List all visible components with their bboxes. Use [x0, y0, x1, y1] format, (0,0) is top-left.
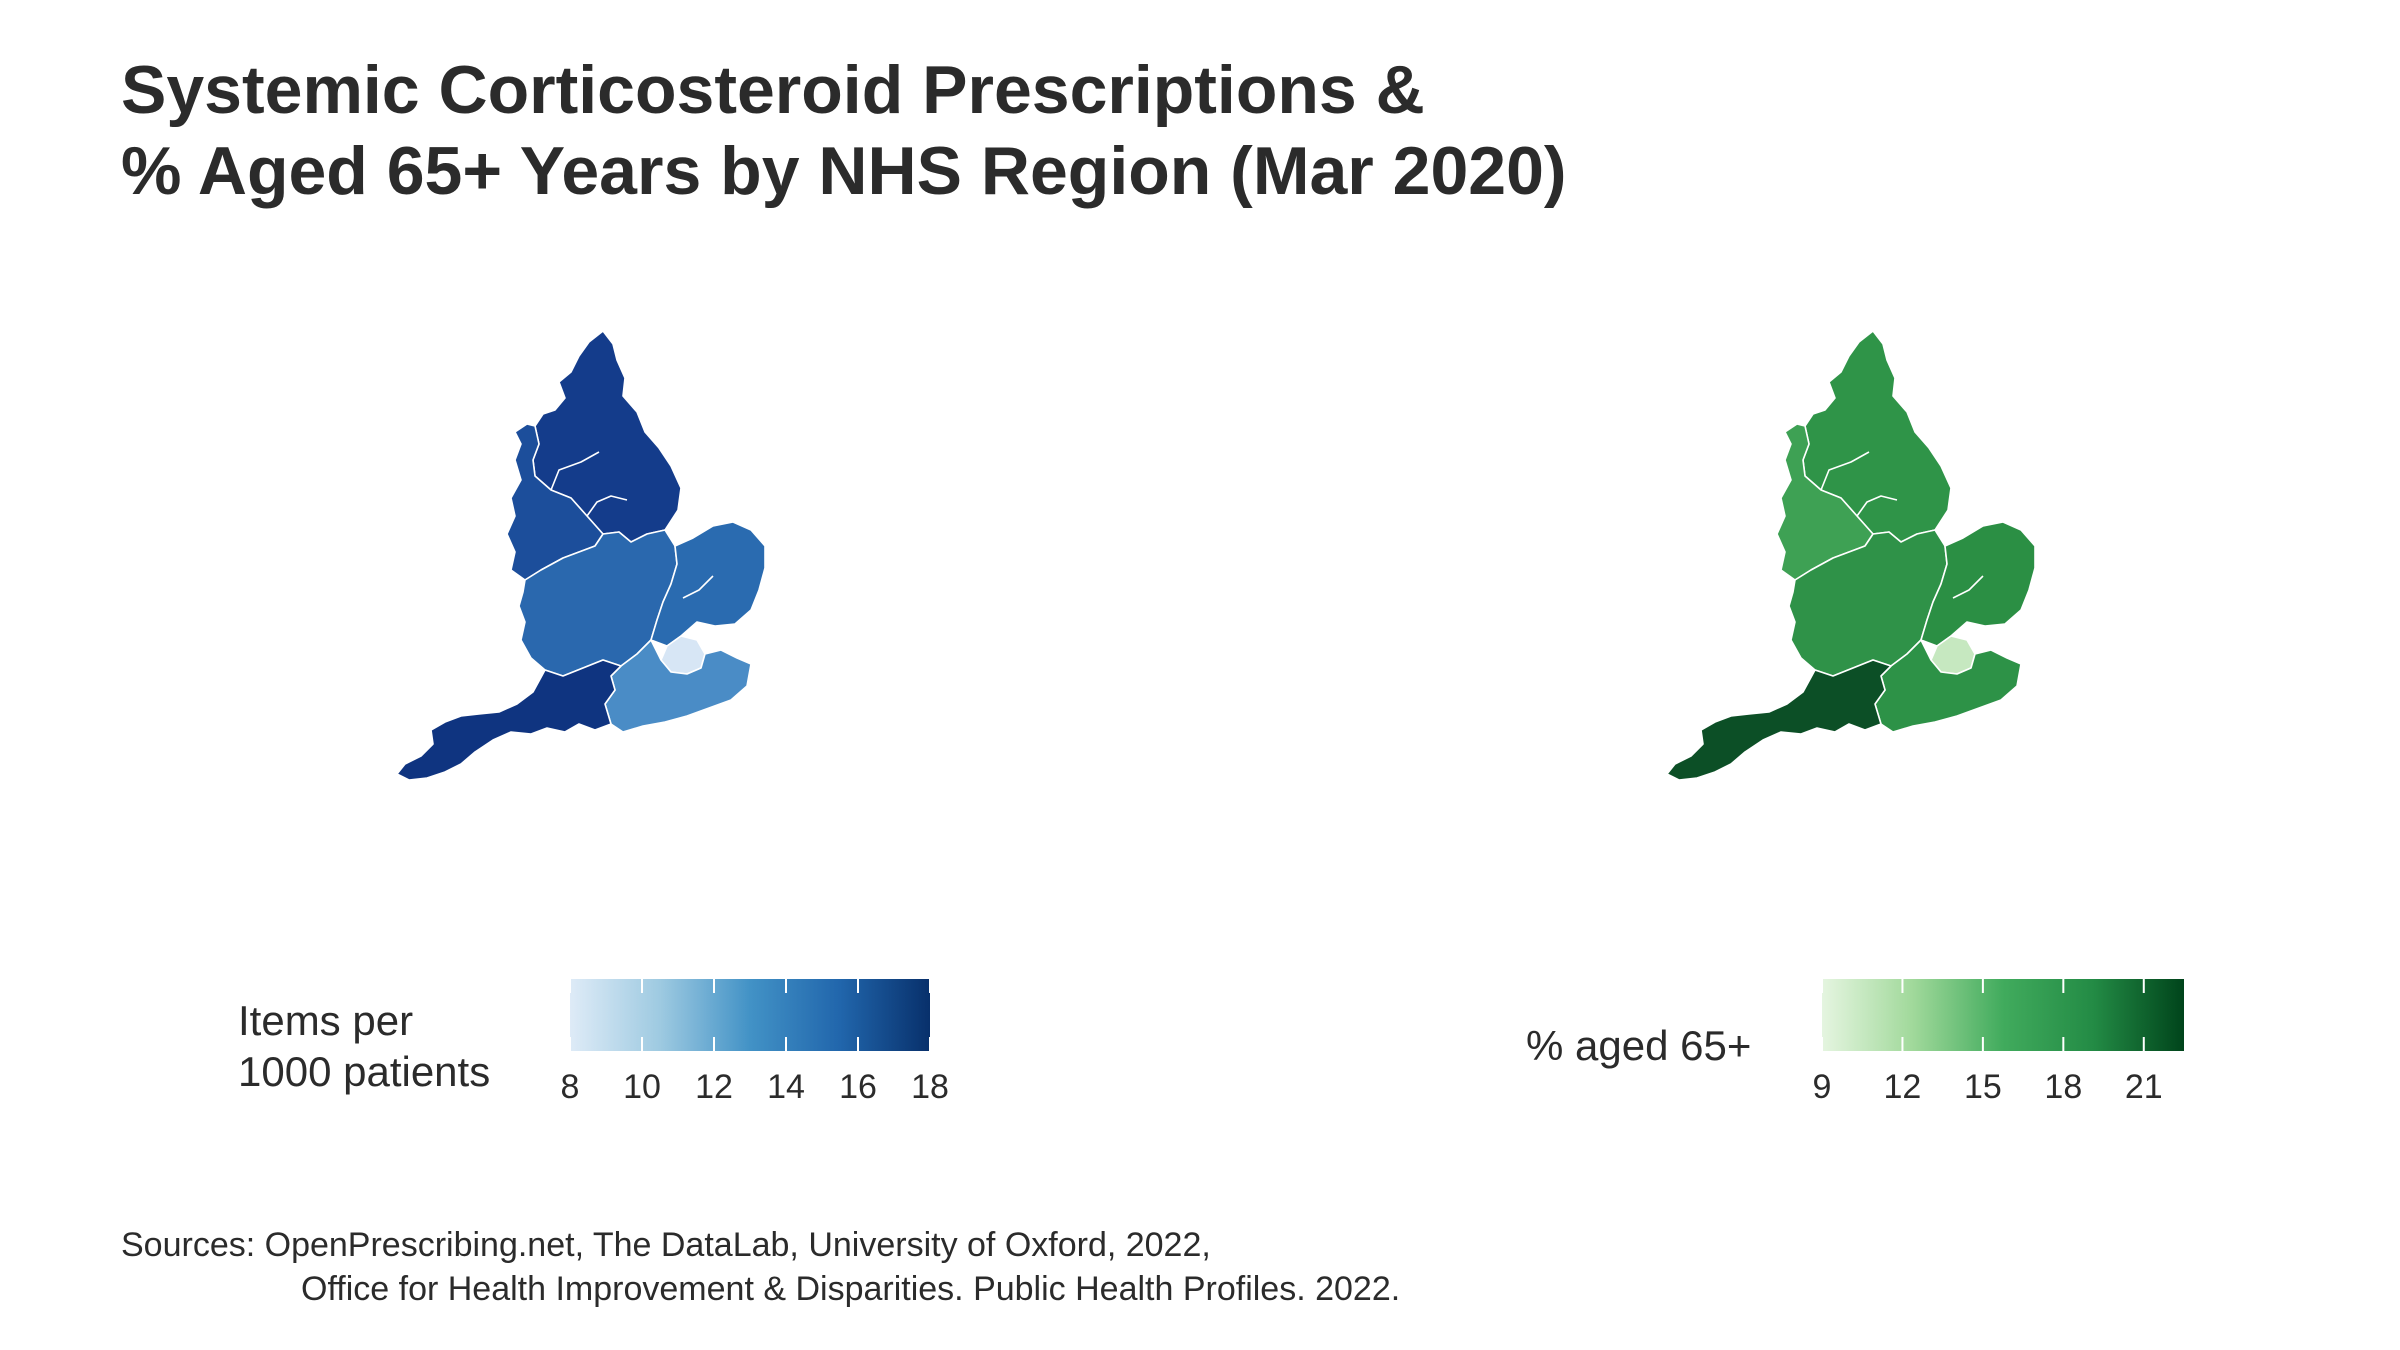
- legend-tick-label: 16: [839, 1068, 877, 1106]
- legend-colorbar-age: [1822, 979, 2184, 1051]
- legend-tick-labels-age: 9 12 15 18 21: [1813, 1068, 2184, 1108]
- legend-title-items: Items per 1000 patients: [238, 995, 490, 1097]
- legend-tick-label: 15: [1963, 1068, 2002, 1106]
- legend-tick-label: 12: [695, 1068, 733, 1106]
- england-map-age: [1666, 330, 2036, 781]
- legend-tick-labels-items: 8 10 12 14 16 18: [561, 1068, 949, 1108]
- legend-title-items-line-1: Items per: [238, 997, 414, 1044]
- map-internal-boundary: [1820, 451, 1870, 491]
- map-internal-boundary: [586, 495, 628, 517]
- legend-title-age: % aged 65+: [1526, 1020, 1751, 1071]
- legend-tick-label: 14: [767, 1068, 805, 1106]
- legend-colorbar-items-fill: [570, 979, 930, 1051]
- legend-tick-label: 21: [2124, 1068, 2163, 1106]
- legend-title-age-text: % aged 65+: [1526, 1022, 1752, 1069]
- sources-caption: Sources: OpenPrescribing.net, The DataLa…: [121, 1223, 1400, 1311]
- legend-tick-label: 18: [911, 1068, 949, 1106]
- map-internal-boundary: [1856, 495, 1898, 517]
- region-south-west: [396, 659, 622, 781]
- legend-colorbar-items: [570, 979, 930, 1051]
- legend-tick-label: 10: [623, 1068, 661, 1106]
- legend-tick-label: 8: [560, 1068, 580, 1106]
- legend-tick-label: 18: [2044, 1068, 2083, 1106]
- sources-caption-line-2: Office for Health Improvement & Disparit…: [301, 1270, 1401, 1308]
- region-east-of-england: [1920, 521, 2036, 647]
- legend-tick-label: 9: [1812, 1068, 1832, 1106]
- legend-tick-label: 12: [1883, 1068, 1922, 1106]
- chart-title: Systemic Corticosteroid Prescriptions & …: [121, 50, 1567, 212]
- chart-title-line-2: % Aged 65+ Years by NHS Region (Mar 2020…: [121, 133, 1567, 209]
- legend-title-items-line-2: 1000 patients: [238, 1048, 491, 1095]
- map-internal-boundary: [1952, 575, 1984, 599]
- region-south-west: [1666, 659, 1892, 781]
- map-internal-boundary: [682, 575, 714, 599]
- legend-colorbar-age-fill: [1822, 979, 2184, 1051]
- sources-caption-line-1: Sources: OpenPrescribing.net, The DataLa…: [121, 1226, 1211, 1264]
- chart-title-line-1: Systemic Corticosteroid Prescriptions &: [121, 52, 1425, 128]
- region-east-of-england: [650, 521, 766, 647]
- map-internal-boundary: [550, 451, 600, 491]
- england-map-items: [396, 330, 766, 781]
